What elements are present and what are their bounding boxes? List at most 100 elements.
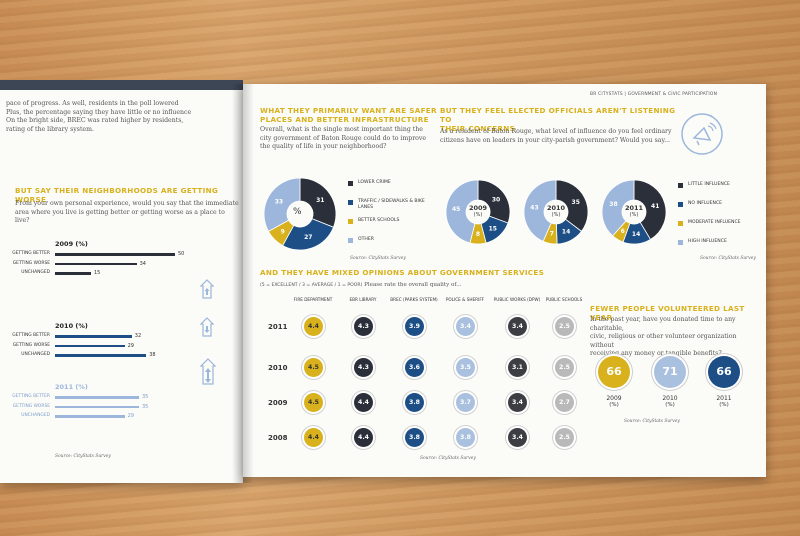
rating-circle: 4.5 <box>304 358 323 377</box>
legend-label: NO INFLUENCE <box>688 201 723 206</box>
pie-slice-label: 6 <box>621 228 625 235</box>
rating-circle: 3.4 <box>508 317 527 336</box>
influence-pie-chart: 30 15 8 45 <box>445 179 511 245</box>
influence-pie-chart: 41 14 6 38 <box>601 179 667 245</box>
question-line: citizens have on leaders in your city-pa… <box>440 136 671 144</box>
rating-circle: 3.5 <box>456 358 475 377</box>
rating-circle: 4.3 <box>354 317 373 336</box>
bar <box>55 415 125 418</box>
legend-swatch <box>348 181 353 186</box>
column-header: POLICE & SHERIFF <box>445 297 485 302</box>
volunteer-question: In the past year, have you donated time … <box>590 316 760 359</box>
rating-circle: 3.4 <box>456 317 475 336</box>
heading-line: WHAT THEY PRIMARILY WANT ARE SAFER <box>260 106 437 115</box>
megaphone-icon <box>681 113 723 155</box>
column-header: EBR LIBRARY <box>349 297 377 302</box>
legend-swatch <box>678 240 683 245</box>
pie-slice-label: 43 <box>530 204 538 211</box>
legend-label: LOWER CRIME <box>358 180 391 185</box>
rating-circle: 2.7 <box>555 393 574 412</box>
services-source: Source: CityStats Survey <box>420 456 476 461</box>
legend-swatch <box>678 183 683 188</box>
heading-line: THEIR CONCERNS <box>440 124 516 133</box>
volunteer-unit: (%) <box>609 402 619 408</box>
influence-pie-chart: 35 14 7 43 <box>523 179 589 245</box>
rating-circle: 3.8 <box>405 393 424 412</box>
pie-slice-label: 27 <box>304 234 312 241</box>
pie-unit-label: (%) <box>473 212 483 218</box>
bar <box>55 344 125 347</box>
intro-line: pace of progress. As well, residents in … <box>6 100 179 107</box>
bar-label: GETTING WORSE <box>12 260 50 266</box>
rating-circle: 4.4 <box>304 317 323 336</box>
rating-circle: 3.4 <box>508 393 527 412</box>
rating-circle: 4.3 <box>354 358 373 377</box>
legend-swatch <box>678 202 683 207</box>
year-label: 2009 <box>268 399 288 407</box>
bar-value: 29 <box>127 413 134 419</box>
rating-circle: 4.5 <box>304 393 323 412</box>
pie-slice-label: 35 <box>572 199 580 206</box>
book-spine <box>232 84 254 483</box>
legend-swatch <box>678 221 683 226</box>
bar-value: 32 <box>134 333 142 339</box>
influence-heading: BUT THEY FEEL ELECTED OFFICIALS AREN'T L… <box>440 106 680 133</box>
legend-swatch <box>348 219 353 224</box>
intro-line: Plus, the percentage saying they have li… <box>6 108 192 116</box>
right-page <box>243 84 766 477</box>
left-source: Source: CityStats Survey <box>55 454 111 459</box>
pie-slice <box>263 177 301 232</box>
bar-value: 15 <box>94 270 101 276</box>
bar-label: UNCHANGED <box>21 270 50 275</box>
neighborhoods-question: From your own personal experience, would… <box>15 200 240 226</box>
safer-pie-center-label: % <box>293 207 302 217</box>
volunteer-year: 2011 <box>716 395 732 402</box>
bar-label: GETTING BETTER <box>12 333 50 338</box>
question-line: As a resident of Baton Rouge, what level… <box>440 128 672 135</box>
bar-label: UNCHANGED <box>21 352 50 357</box>
rating-circle: 4.4 <box>354 428 373 447</box>
rating-circle: 2.5 <box>555 317 574 336</box>
pie-unit-label: (%) <box>629 212 639 218</box>
safer-pie-chart: 31 27 9 33 <box>263 177 337 251</box>
bar <box>55 262 137 265</box>
year-label: 2008 <box>268 434 288 442</box>
bar-label: GETTING WORSE <box>12 342 50 348</box>
question-line: the quality of life in your neighborhood… <box>260 143 387 150</box>
pie-slice-label: 45 <box>452 206 460 213</box>
heading-line: PLACES AND BETTER INFRASTRUCTURE <box>260 115 429 124</box>
rating-circle: 3.8 <box>456 428 475 447</box>
pie-slice <box>477 179 511 224</box>
pie-slice <box>445 179 479 244</box>
volunteer-source: Source: CityStats Survey <box>624 419 680 424</box>
rating-circle: 3.1 <box>508 358 527 377</box>
bar <box>55 253 175 256</box>
pie-slice <box>601 179 635 237</box>
question-line: receiving any money or tangible benefits… <box>590 350 722 357</box>
rating-circle: 3.8 <box>405 428 424 447</box>
influence-source: Source: CityStats Survey <box>700 256 756 261</box>
pie-slice-label: 31 <box>316 197 324 204</box>
bar-label: GETTING WORSE <box>12 403 50 409</box>
bar <box>55 405 139 408</box>
bar-group-title: 2010 (%) <box>55 322 88 330</box>
intro-line: On the bright side, BREC was rated highe… <box>6 117 184 124</box>
volunteer-heading: FEWER PEOPLE VOLUNTEERED LAST YEAR <box>590 304 745 322</box>
pie-year-label: 2009 <box>468 204 488 212</box>
influence-question: As a resident of Baton Rouge, what level… <box>440 128 680 145</box>
rating-circle: 3.6 <box>405 358 424 377</box>
volunteer-circle: 71 <box>654 356 686 388</box>
services-heading: AND THEY HAVE MIXED OPINIONS ABOUT GOVER… <box>260 268 545 277</box>
pie-slice-label: 14 <box>562 229 570 236</box>
bar-label: GETTING BETTER <box>12 394 50 399</box>
question-line: Overall, what is the single most importa… <box>260 126 423 133</box>
pie-slice-label: 9 <box>281 228 285 235</box>
bar-value: 29 <box>127 342 134 349</box>
legend-label: TRAFFIC / SIDEWALKS & BIKE LANES <box>358 199 425 210</box>
pie-slice-label: 41 <box>651 203 659 210</box>
heading-line: BUT THEY FEEL ELECTED OFFICIALS AREN'T L… <box>440 106 676 124</box>
legend-label: BETTER SCHOOLS <box>358 218 400 223</box>
bar-value: 50 <box>178 251 185 257</box>
volunteer-circle: 66 <box>598 356 630 388</box>
volunteer-year: 2010 <box>662 395 678 402</box>
